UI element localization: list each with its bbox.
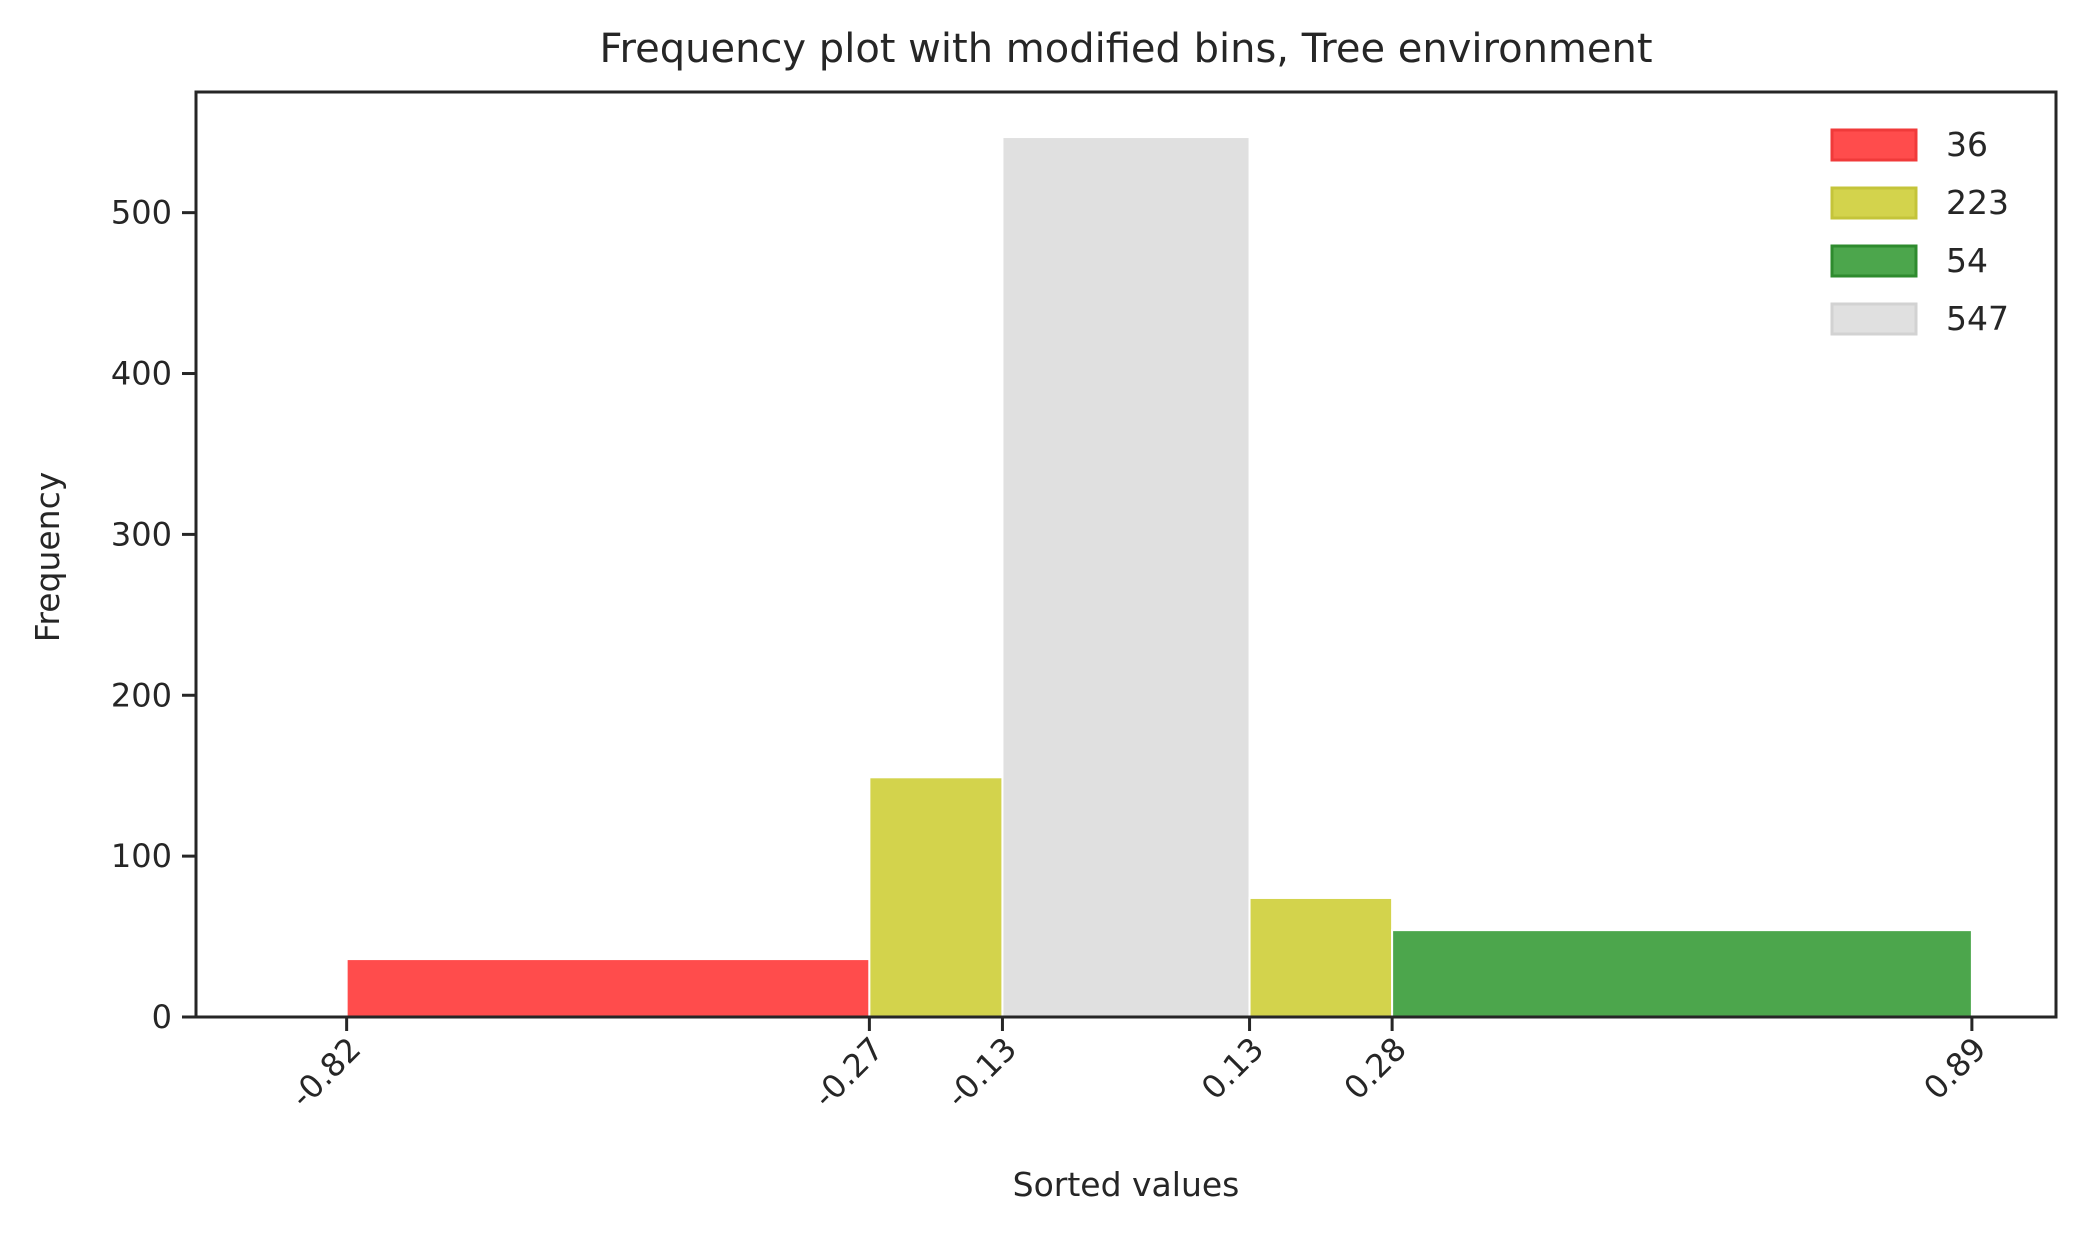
bars-layer (345, 136, 1973, 1019)
legend-label: 36 (1946, 125, 1988, 164)
y-tick-label: 300 (111, 515, 172, 553)
histogram-bar (1391, 929, 1973, 1018)
y-tick-label: 0 (152, 998, 172, 1036)
legend-label: 54 (1946, 241, 1988, 280)
x-axis-label: Sorted values (1013, 1165, 1240, 1204)
legend-swatch (1830, 302, 1918, 336)
histogram-bar (1001, 136, 1251, 1019)
y-axis: 0 100 200 300 400 500 (111, 194, 196, 1036)
plot-frame (194, 90, 2058, 1019)
y-axis-label: Frequency (28, 472, 67, 642)
legend: 36 223 54 547 (1830, 125, 2009, 338)
legend-label: 223 (1946, 183, 2009, 222)
histogram-bar (345, 958, 871, 1019)
legend-swatch (1830, 128, 1918, 162)
histogram-bar (1248, 896, 1394, 1019)
y-tick-label: 500 (111, 194, 172, 232)
histogram-bar (868, 776, 1004, 1018)
y-tick-label: 100 (111, 837, 172, 875)
legend-swatch (1830, 244, 1918, 278)
legend-label: 547 (1946, 299, 2009, 338)
chart-title: Frequency plot with modified bins, Tree … (599, 26, 1652, 72)
y-tick-label: 400 (111, 355, 172, 393)
legend-swatch (1830, 186, 1918, 220)
y-tick-label: 200 (111, 676, 172, 714)
